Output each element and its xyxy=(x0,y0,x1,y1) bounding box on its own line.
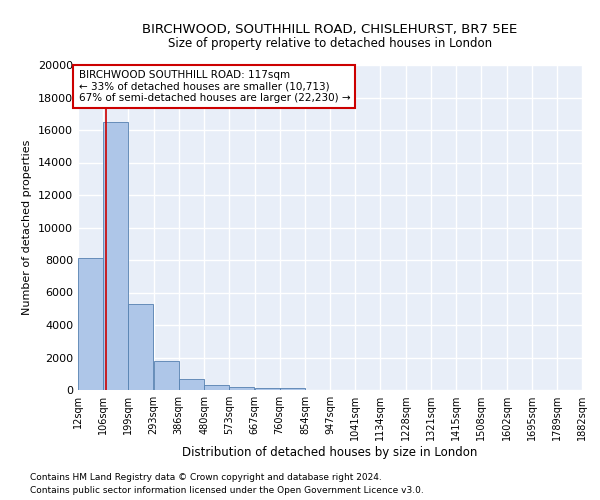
X-axis label: Distribution of detached houses by size in London: Distribution of detached houses by size … xyxy=(182,446,478,459)
Text: Contains public sector information licensed under the Open Government Licence v3: Contains public sector information licen… xyxy=(30,486,424,495)
Bar xyxy=(154,361,179,390)
Text: BIRCHWOOD, SOUTHHILL ROAD, CHISLEHURST, BR7 5EE: BIRCHWOOD, SOUTHHILL ROAD, CHISLEHURST, … xyxy=(142,22,518,36)
Text: Contains HM Land Registry data © Crown copyright and database right 2024.: Contains HM Land Registry data © Crown c… xyxy=(30,472,382,482)
Bar xyxy=(229,387,254,390)
Bar xyxy=(280,388,305,390)
Text: BIRCHWOOD SOUTHHILL ROAD: 117sqm
← 33% of detached houses are smaller (10,713)
6: BIRCHWOOD SOUTHHILL ROAD: 117sqm ← 33% o… xyxy=(79,70,350,103)
Bar xyxy=(179,378,204,390)
Bar xyxy=(103,122,128,390)
Bar xyxy=(254,388,280,390)
Bar xyxy=(78,258,103,390)
Bar xyxy=(204,385,229,390)
Text: Size of property relative to detached houses in London: Size of property relative to detached ho… xyxy=(168,38,492,51)
Y-axis label: Number of detached properties: Number of detached properties xyxy=(22,140,32,315)
Bar xyxy=(128,304,154,390)
